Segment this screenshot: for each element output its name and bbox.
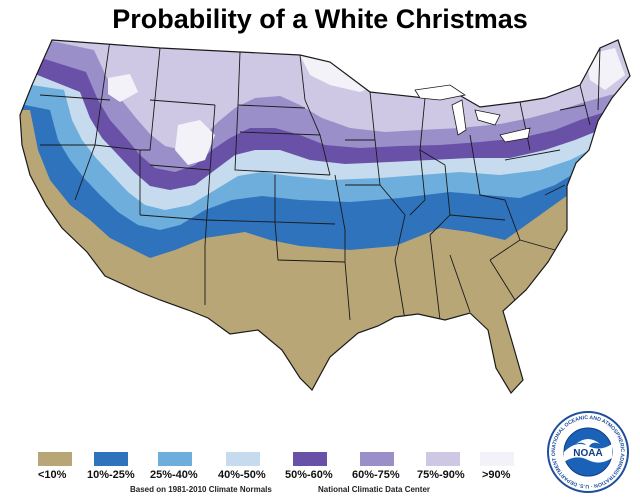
zone-gt90-rockies [175,120,215,165]
zone-gt90-west [108,74,138,102]
legend-label: 40%-50% [218,469,266,481]
legend-label: 50%-60% [285,469,333,481]
seal-bird-icon [576,439,600,448]
legend-swatch-3 [158,452,192,466]
legend-label: >90% [482,469,511,481]
legend-label: 60%-75% [352,469,400,481]
legend-swatch-8 [480,452,514,466]
great-lakes [414,84,531,143]
legend-swatch-5 [293,452,327,466]
legend-swatch-2 [94,452,128,466]
state-boundaries [39,40,601,321]
noaa-seal: NATIONAL OCEANIC AND ATMOSPHERIC ADMINIS… [546,410,629,493]
page-title: Probability of a White Christmas [112,4,528,34]
legend-label: 25%-40% [150,469,198,481]
footer-source: National Climatic Data Center [318,485,431,494]
legend-label: 10%-25% [87,469,135,481]
legend-swatch-4 [226,452,260,466]
legend-swatch-6 [360,452,394,466]
footer-normals: Based on 1981-2010 Climate Normals [130,485,272,494]
seal-center-text: NOAA [573,448,602,459]
legend-swatch-1 [38,452,72,466]
legend-label: <10% [38,469,67,481]
legend-label: 75%-90% [417,469,465,481]
legend-swatch-7 [426,452,460,466]
us-white-christmas-map [19,39,631,394]
us-outline [19,39,631,394]
